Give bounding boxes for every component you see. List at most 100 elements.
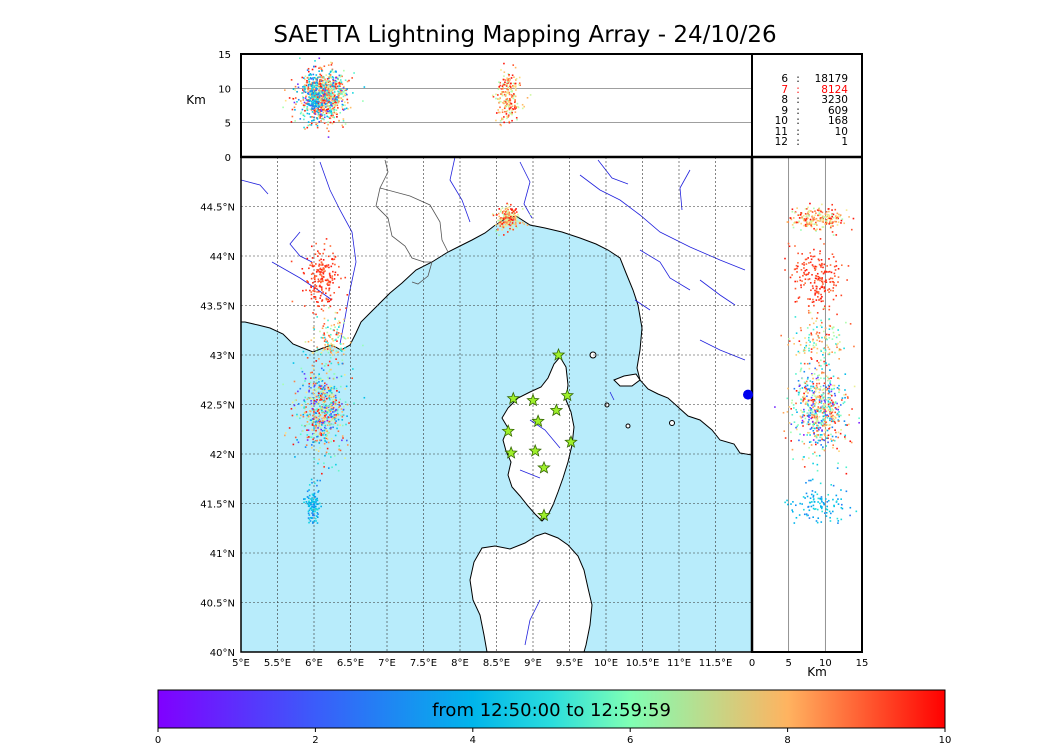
flash-point — [309, 502, 311, 504]
stat-row: 12:1 — [760, 137, 860, 148]
flash-point-right — [814, 265, 817, 268]
flash-point-right — [821, 368, 823, 370]
flash-point-right — [849, 440, 852, 443]
flash-point — [324, 424, 327, 427]
flash-point-right — [821, 372, 823, 375]
top-ylabel: Km — [186, 93, 206, 107]
flash-point-top — [508, 84, 511, 86]
flash-point-right — [827, 403, 830, 406]
right-flash-points — [774, 202, 860, 524]
flash-point-right — [828, 288, 831, 290]
flash-point-right — [805, 390, 807, 393]
flash-point — [323, 243, 326, 245]
flash-point-right — [826, 344, 828, 347]
flash-point-top — [516, 118, 518, 121]
flash-point — [330, 352, 333, 354]
flash-point — [323, 393, 326, 396]
flash-point-right — [807, 415, 809, 417]
flash-point — [318, 290, 320, 293]
flash-point-top — [341, 83, 344, 86]
flash-point — [332, 403, 335, 405]
flash-point-top — [345, 107, 348, 110]
flash-point — [327, 319, 329, 322]
flash-point-right — [812, 385, 815, 388]
flash-point — [309, 498, 312, 500]
flash-point — [316, 403, 319, 405]
flash-point-right — [805, 274, 807, 276]
station-star-icon — [506, 391, 521, 405]
flash-point-right — [812, 344, 815, 347]
flash-point-right — [820, 422, 823, 424]
flash-point-right — [805, 492, 808, 495]
flash-point — [334, 416, 337, 419]
flash-point-right — [849, 514, 851, 517]
flash-point-right — [821, 211, 824, 214]
lon-tick-label: 11°E — [667, 658, 691, 669]
flash-point-right — [798, 439, 800, 442]
flash-point-right — [824, 401, 826, 403]
flash-point — [318, 396, 321, 399]
flash-point — [338, 326, 340, 328]
flash-point — [306, 421, 309, 423]
flash-point — [311, 501, 314, 503]
flash-point-right — [810, 417, 813, 420]
flash-point-right — [849, 506, 852, 509]
flash-point-top — [323, 81, 326, 84]
flash-point-top — [322, 97, 324, 99]
flash-point-right — [822, 388, 825, 391]
flash-point — [343, 374, 346, 376]
flash-point-top — [503, 116, 505, 118]
flash-point-right — [820, 506, 822, 508]
flash-point-top — [342, 104, 345, 106]
flash-point-right — [819, 497, 821, 500]
flash-point — [320, 258, 322, 261]
flash-point-top — [332, 97, 334, 99]
flash-point — [312, 402, 315, 405]
flash-point — [313, 277, 316, 280]
flash-point-right — [829, 218, 831, 221]
flash-point-top — [305, 99, 308, 101]
flash-point-top — [307, 121, 310, 123]
flash-point-right — [803, 261, 805, 264]
flash-point — [323, 437, 326, 439]
flash-point-top — [324, 109, 327, 112]
flash-point-top — [323, 102, 326, 104]
flash-point — [329, 347, 332, 350]
flash-point — [315, 412, 317, 414]
flash-point-right — [814, 414, 817, 417]
flash-point-right — [802, 396, 804, 398]
flash-point — [312, 414, 314, 417]
flash-point-top — [336, 96, 338, 98]
flash-point-right — [794, 221, 796, 224]
flash-point — [500, 216, 502, 219]
flash-point-right — [833, 335, 835, 337]
flash-point-top — [503, 78, 505, 81]
flash-point-right — [813, 422, 816, 424]
flash-point-right — [825, 336, 827, 338]
flash-point-right — [810, 407, 813, 410]
flash-point — [311, 371, 314, 374]
flash-point-right — [819, 427, 822, 429]
flash-point — [313, 274, 316, 277]
flash-point-top — [315, 123, 317, 126]
flash-point-right — [829, 417, 831, 420]
flash-point-right — [812, 346, 815, 349]
flash-point-right — [829, 383, 832, 386]
flash-point-right — [843, 420, 846, 422]
flash-point-top — [507, 79, 509, 82]
flash-point-right — [813, 373, 816, 375]
flash-point-top — [321, 95, 324, 97]
flash-point-right — [815, 287, 818, 290]
flash-point-top — [500, 91, 503, 94]
flash-point — [503, 213, 506, 215]
flash-point — [320, 274, 322, 276]
flash-point-top — [341, 90, 343, 92]
flash-point-right — [832, 213, 835, 216]
lat-tick-label: 40.5°N — [200, 599, 235, 610]
flash-point — [313, 414, 315, 417]
flash-point — [313, 502, 316, 505]
flash-point — [329, 327, 332, 330]
flash-point-right — [795, 402, 797, 405]
flash-point — [315, 416, 318, 419]
flash-point-right — [821, 278, 823, 280]
